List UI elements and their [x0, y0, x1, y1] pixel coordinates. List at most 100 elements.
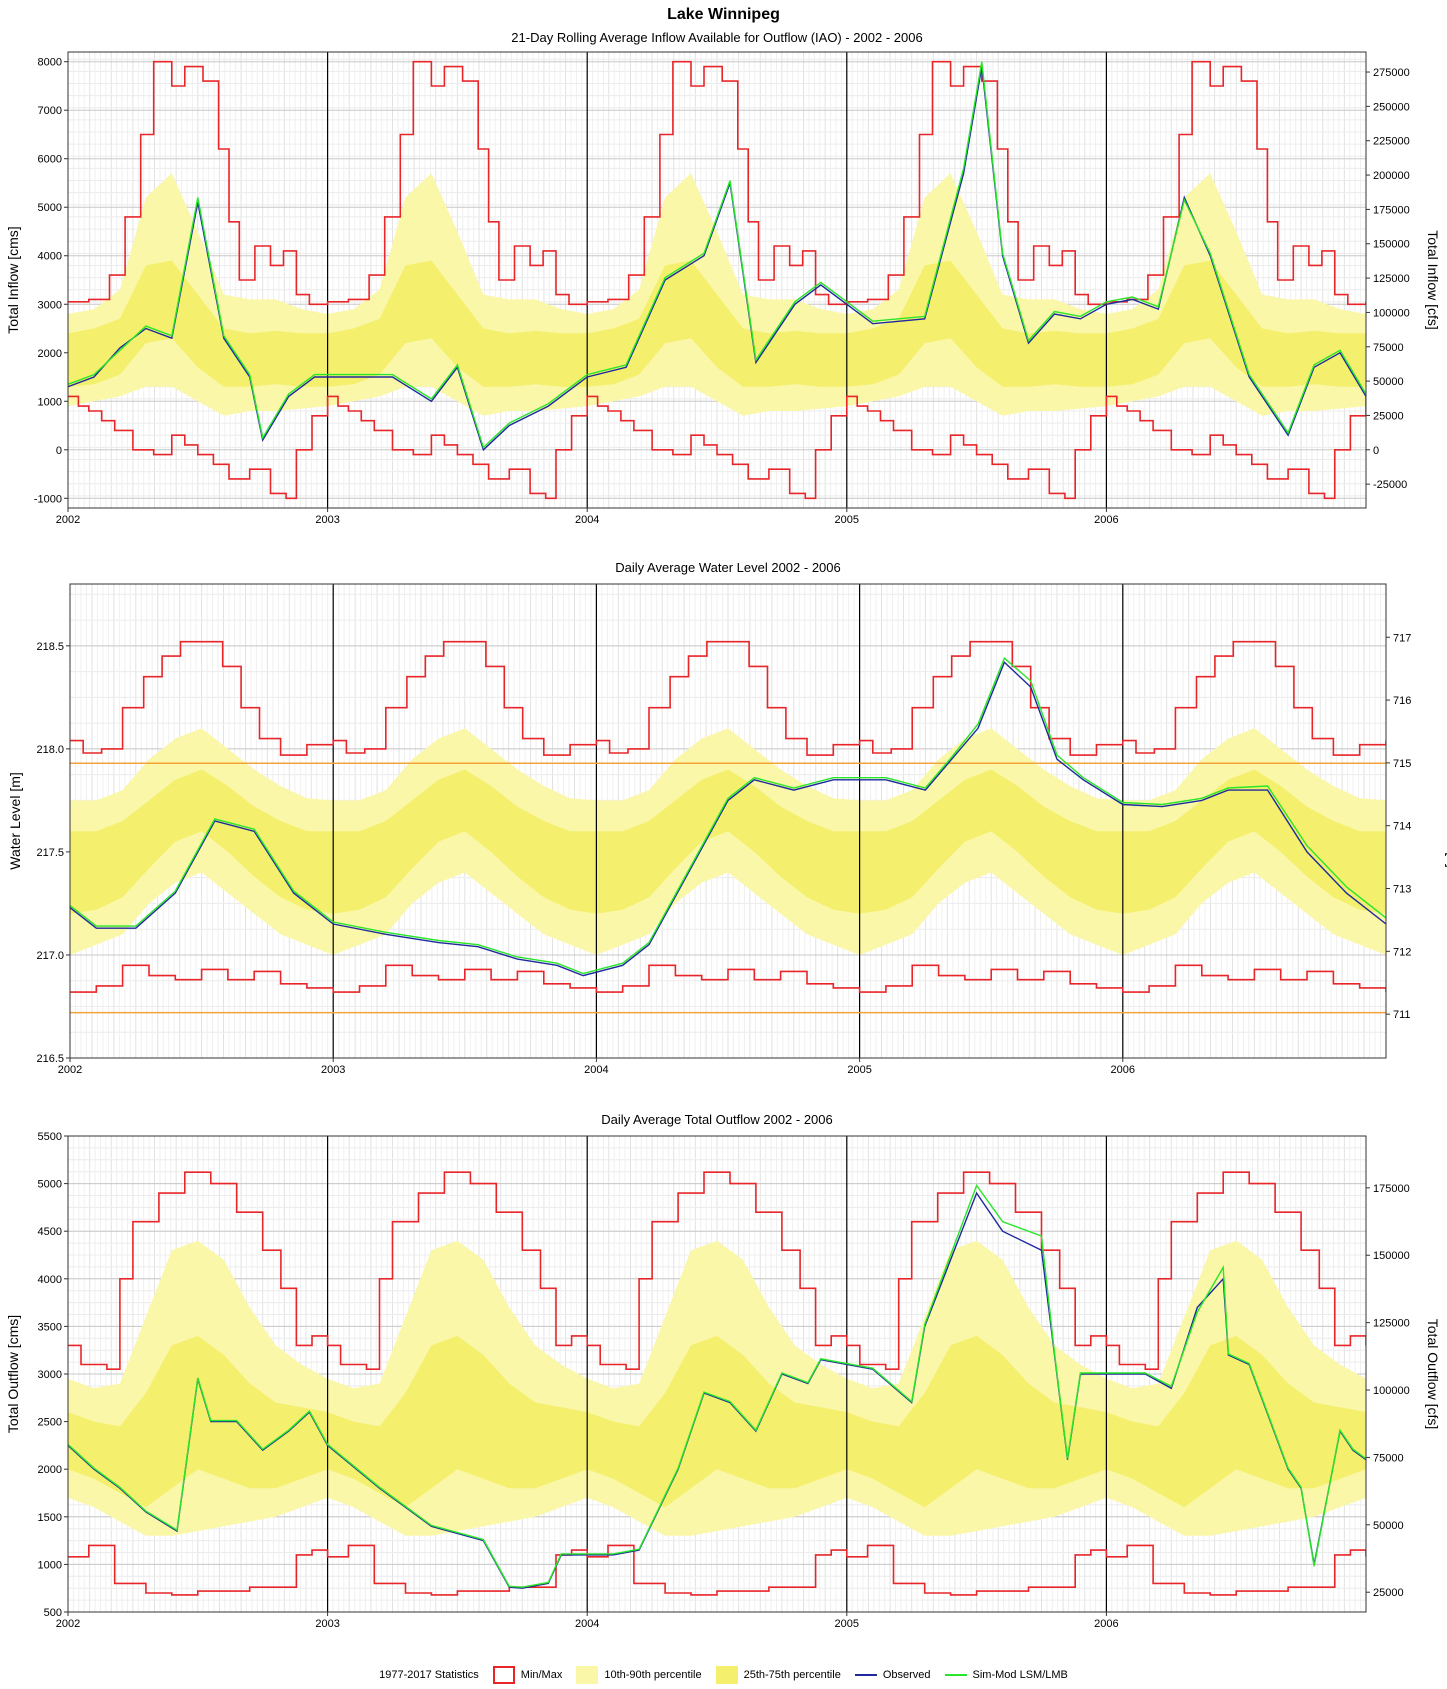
legend-observed-label: Observed [882, 1669, 931, 1681]
legend-p10-90: 10th-90th percentile [576, 1666, 702, 1684]
x-tick-label: 2006 [1094, 514, 1118, 526]
y-axis-right-label: Total Inflow [cfs] [1425, 230, 1441, 330]
chart-panel-3: Daily Average Total Outflow 2002 - 2006 5… [5, 1112, 1441, 1630]
min-line [68, 395, 1366, 500]
x-tick-label: 2005 [847, 1064, 871, 1076]
min-line [70, 964, 1386, 993]
y-right-tick-label: 125000 [1373, 273, 1410, 285]
stat-bands [68, 173, 1366, 416]
y-tick-label: 2000 [38, 1464, 62, 1476]
y-right-tick-label: 100000 [1373, 1385, 1410, 1397]
plot-frame [69, 583, 1387, 1059]
y-right-tick-label: 712 [1393, 946, 1411, 958]
y-tick-label: 500 [44, 1607, 62, 1619]
y-right-tick-label: 250000 [1373, 101, 1410, 113]
y-tick-label: 2000 [38, 348, 62, 360]
max-line [68, 60, 1366, 306]
y-tick-label: 4000 [38, 251, 62, 263]
y-axis-right-label: Total Outflow [cfs] [1425, 1319, 1441, 1429]
y-tick-label: 3000 [38, 1369, 62, 1381]
y-right-tick-label: 25000 [1373, 1587, 1404, 1599]
max-line [70, 640, 1386, 756]
y-right-tick-label: 716 [1393, 695, 1411, 707]
main-title: Lake Winnipeg [667, 6, 780, 23]
x-tick-label: 2005 [835, 514, 859, 526]
legend-minmax-swatch [492, 1666, 515, 1684]
chart-subtitle: 21-Day Rolling Average Inflow Available … [511, 30, 922, 45]
x-tick-label: 2002 [58, 1064, 82, 1076]
stat-bands [68, 1240, 1366, 1536]
chart-subtitle: Daily Average Total Outflow 2002 - 2006 [601, 1112, 833, 1127]
x-tick-label: 2002 [56, 514, 80, 526]
band-25-75-percentile [68, 260, 1366, 387]
x-tick-label: 2006 [1094, 1618, 1118, 1630]
y-tick-label: 3500 [38, 1321, 62, 1333]
y-tick-label: 1000 [38, 1559, 62, 1571]
legend-p25-75-swatch [715, 1666, 738, 1684]
y-right-tick-label: 50000 [1373, 376, 1404, 388]
y-axis-right-label: Water Level [ft] [1445, 774, 1447, 868]
simmod-line [68, 1184, 1366, 1588]
y-tick-label: 8000 [38, 57, 62, 69]
simmod-line [70, 657, 1386, 975]
y-tick-label: 5000 [38, 1179, 62, 1191]
y-right-tick-label: 275000 [1373, 67, 1410, 79]
y-right-tick-label: 75000 [1373, 342, 1404, 354]
stat-bands [70, 728, 1386, 955]
y-tick-label: 3000 [38, 299, 62, 311]
y-tick-label: 1000 [38, 396, 62, 408]
legend-p25-75-label: 25th-75th percentile [743, 1669, 841, 1681]
observed-line [70, 661, 1386, 977]
y-right-tick-label: 50000 [1373, 1520, 1404, 1532]
x-tick-label: 2003 [315, 1618, 339, 1630]
y-tick-label: 218.5 [36, 641, 64, 653]
y-tick-label: 0 [56, 445, 62, 457]
legend-observed-swatch [854, 1674, 877, 1676]
y-right-tick-label: 150000 [1373, 1250, 1410, 1262]
legend-stats-label: 1977-2017 Statistics [379, 1669, 479, 1681]
y-right-tick-label: 715 [1393, 758, 1411, 770]
band-10-90-percentile [70, 728, 1386, 955]
legend-p10-90-label: 10th-90th percentile [604, 1669, 702, 1681]
y-right-tick-label: 0 [1373, 445, 1379, 457]
legend-p10-90-swatch [576, 1666, 599, 1684]
chart-subtitle: Daily Average Water Level 2002 - 2006 [615, 560, 840, 575]
y-tick-label: 4500 [38, 1226, 62, 1238]
legend: 1977-2017 Statistics Min/Max 10th-90th p… [0, 1664, 1447, 1686]
y-right-tick-label: 25000 [1373, 410, 1404, 422]
y-right-tick-label: 713 [1393, 884, 1411, 896]
y-right-tick-label: 711 [1393, 1009, 1411, 1021]
min-line [68, 1544, 1366, 1596]
y-right-tick-label: 100000 [1373, 307, 1410, 319]
band-25-75-percentile [70, 769, 1386, 914]
y-right-tick-label: 125000 [1373, 1318, 1410, 1330]
y-right-tick-label: 150000 [1373, 239, 1410, 251]
x-tick-label: 2002 [56, 1618, 80, 1630]
y-tick-label: 7000 [38, 105, 62, 117]
simmod-line [68, 61, 1366, 449]
y-tick-label: 217.0 [36, 950, 64, 962]
x-tick-label: 2003 [315, 514, 339, 526]
legend-simmod-label: Sim-Mod LSM/LMB [972, 1669, 1068, 1681]
y-tick-label: 1500 [38, 1512, 62, 1524]
legend-observed: Observed [854, 1669, 931, 1681]
legend-minmax: Min/Max [492, 1666, 563, 1684]
y-right-tick-label: 175000 [1373, 204, 1410, 216]
y-right-tick-label: 75000 [1373, 1452, 1404, 1464]
y-right-tick-label: 714 [1393, 821, 1411, 833]
max-line [68, 1171, 1366, 1370]
y-right-tick-label: 175000 [1373, 1183, 1410, 1195]
y-right-tick-label: 225000 [1373, 136, 1410, 148]
legend-minmax-label: Min/Max [520, 1669, 563, 1681]
y-axis-label: Water Level [m] [7, 772, 23, 870]
y-tick-label: 2500 [38, 1417, 62, 1429]
y-right-tick-label: 200000 [1373, 170, 1410, 182]
legend-p25-75: 25th-75th percentile [715, 1666, 841, 1684]
y-axis-label: Total Inflow [cms] [5, 226, 21, 333]
legend-simmod-swatch [944, 1674, 967, 1676]
y-right-tick-label: 717 [1393, 632, 1411, 644]
y-tick-label: 6000 [38, 154, 62, 166]
chart-panel-2: Daily Average Water Level 2002 - 2006 216… [7, 560, 1447, 1076]
y-tick-label: 218.0 [36, 744, 64, 756]
